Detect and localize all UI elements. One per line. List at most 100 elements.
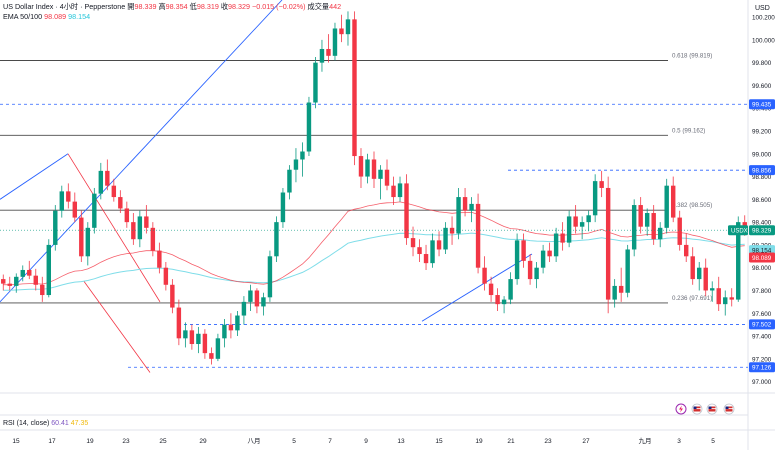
candle-body bbox=[7, 283, 12, 286]
candle-body bbox=[202, 333, 208, 354]
x-tick-label: 13 bbox=[397, 438, 405, 445]
currency-label: USD bbox=[755, 5, 770, 12]
candle-body bbox=[144, 216, 149, 228]
x-tick-label: 九月 bbox=[639, 436, 652, 445]
candle-body bbox=[274, 222, 279, 257]
candle-body bbox=[59, 191, 65, 211]
candle-body bbox=[638, 205, 643, 227]
volume-value: 442 bbox=[329, 2, 342, 11]
y-tick-label: 99.800 bbox=[752, 60, 772, 67]
x-tick-label: 15 bbox=[12, 438, 20, 445]
candle-body bbox=[475, 203, 481, 268]
candle-body bbox=[716, 288, 721, 305]
x-tick-label: 八月 bbox=[248, 437, 261, 445]
candle-body bbox=[1, 279, 6, 284]
candle-body bbox=[651, 213, 656, 240]
x-tick-label: 29 bbox=[199, 438, 207, 445]
fib-level-label: 0.236 (97.691) bbox=[672, 295, 712, 302]
chart-legend-ema: EMA 50/100 98.089 98.154 bbox=[3, 12, 90, 21]
price-tag-current bbox=[749, 225, 775, 236]
symbol-title: US Dollar Index · 4小时 · Pepperstone bbox=[3, 2, 126, 11]
candle-body bbox=[235, 315, 240, 331]
candle-body bbox=[98, 170, 104, 194]
x-tick-label: 19 bbox=[475, 438, 483, 445]
price-tag-dashed bbox=[749, 319, 775, 330]
flag-canton bbox=[708, 406, 712, 409]
flag-canton bbox=[693, 406, 697, 409]
x-tick-label: 23 bbox=[122, 438, 130, 445]
candle-body bbox=[20, 269, 25, 277]
candle-body bbox=[462, 197, 468, 211]
fib-level-label: 0.382 (98.505) bbox=[672, 202, 712, 209]
price-tag-label: 98.154 bbox=[752, 247, 772, 254]
trendline-channel-top bbox=[0, 153, 69, 200]
fib-level-label: 0.618 (99.819) bbox=[672, 52, 712, 59]
candle-body bbox=[553, 233, 559, 257]
candle-body bbox=[683, 244, 689, 257]
price-tag-dashed bbox=[749, 362, 775, 373]
open-value: 98.339 bbox=[134, 2, 157, 11]
y-tick-label: 99.200 bbox=[752, 129, 772, 136]
candle-body bbox=[267, 256, 273, 298]
candle-body bbox=[404, 183, 409, 239]
candle-body bbox=[703, 267, 708, 291]
candle-body bbox=[189, 330, 195, 345]
ema100-value: 98.154 bbox=[68, 12, 91, 21]
candle-body bbox=[124, 208, 130, 223]
candle-body bbox=[566, 216, 572, 243]
y-tick-label: 97.800 bbox=[752, 288, 772, 295]
candle-body bbox=[118, 197, 123, 209]
candle-body bbox=[586, 215, 591, 223]
candle-body bbox=[443, 227, 448, 250]
x-tick-label: 5 bbox=[292, 438, 296, 445]
y-tick-label: 97.400 bbox=[752, 334, 772, 341]
candle-body bbox=[300, 151, 305, 160]
volume-label: 成交量 bbox=[307, 2, 330, 11]
price-tag-dashed bbox=[749, 165, 775, 176]
candle-body bbox=[131, 222, 136, 240]
candle-body bbox=[449, 227, 455, 234]
candle-body bbox=[40, 284, 45, 296]
candle-body bbox=[85, 227, 91, 257]
low-value: 98.319 bbox=[196, 2, 219, 11]
price-tag-label: 98.856 bbox=[752, 167, 772, 174]
candle-body bbox=[14, 276, 19, 286]
candle-body bbox=[423, 254, 429, 264]
candle-body bbox=[105, 170, 110, 186]
price-tag-label: 99.435 bbox=[752, 102, 772, 109]
candle-body bbox=[358, 156, 364, 177]
candle-body bbox=[599, 181, 604, 188]
candle-body bbox=[170, 284, 175, 308]
candle-body bbox=[384, 169, 390, 186]
candle-body bbox=[228, 324, 234, 331]
candle-body bbox=[436, 240, 442, 250]
candle-body bbox=[378, 169, 383, 179]
candle-body bbox=[27, 269, 32, 276]
y-tick-label: 97.000 bbox=[752, 379, 772, 386]
candle-body bbox=[209, 353, 214, 359]
y-tick-label: 99.600 bbox=[752, 83, 772, 90]
candle-body bbox=[540, 250, 546, 268]
price-tag-dashed bbox=[749, 99, 775, 110]
candle-body bbox=[33, 275, 38, 285]
y-tick-label: 100.000 bbox=[752, 37, 775, 44]
close-label: 收 bbox=[220, 2, 229, 11]
y-tick-label: 97.200 bbox=[752, 356, 772, 363]
candle-body bbox=[215, 338, 221, 359]
fib-level-label: 0.5 (99.162) bbox=[672, 127, 705, 134]
chart-legend-ohlc: US Dollar Index · 4小时 · Pepperstone 開98.… bbox=[3, 2, 341, 12]
candle-body bbox=[287, 169, 292, 193]
candle-body bbox=[501, 299, 507, 305]
ema50-value: 98.089 bbox=[44, 12, 67, 21]
candle-body bbox=[222, 324, 227, 339]
candle-body bbox=[53, 210, 58, 245]
trendline-support bbox=[421, 253, 533, 322]
candle-body bbox=[677, 217, 682, 245]
price-tag-ema50 bbox=[749, 252, 775, 263]
candle-body bbox=[456, 197, 461, 234]
wedge-line-lower bbox=[83, 281, 151, 373]
candle-body bbox=[697, 267, 702, 280]
x-tick-label: 19 bbox=[86, 438, 94, 445]
candle-body bbox=[547, 250, 552, 257]
